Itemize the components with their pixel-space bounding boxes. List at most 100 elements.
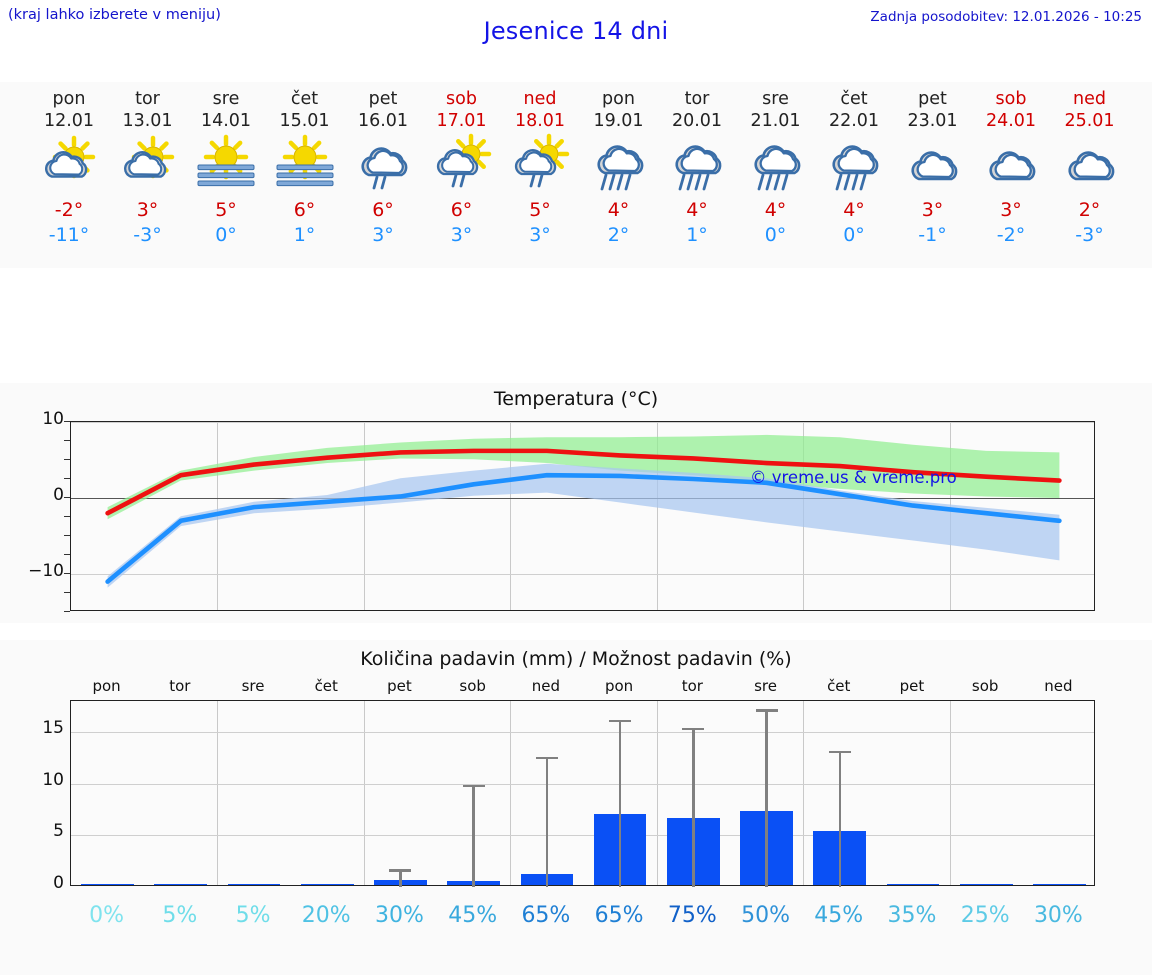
precipitation-error-bar xyxy=(618,719,622,887)
forecast-day-name: čet xyxy=(840,89,868,109)
forecast-max-temp: 4° xyxy=(607,199,630,221)
forecast-day-name: sob xyxy=(995,89,1027,109)
forecast-day-name: sob xyxy=(446,89,477,109)
chart-vertical-gridline xyxy=(510,701,512,885)
forecast-day-column[interactable]: tor 13.01 3° -3° xyxy=(109,82,187,248)
forecast-day-column[interactable]: pon 19.01 4° 2° xyxy=(580,82,658,248)
forecast-min-temp: 3° xyxy=(372,224,394,246)
forecast-day-column[interactable]: ned 18.01 5° 3° xyxy=(501,82,579,248)
forecast-day-column[interactable]: čet 22.01 4° 0° xyxy=(815,82,893,248)
forecast-max-temp: 3° xyxy=(1000,199,1022,221)
forecast-min-temp: 0° xyxy=(215,224,237,246)
last-updated: Zadnja posodobitev: 12.01.2026 - 10:25 xyxy=(870,9,1142,25)
sun-haze-icon xyxy=(266,134,344,196)
sun-behind-cloud-icon xyxy=(109,134,187,196)
precipitation-bar xyxy=(1033,883,1086,885)
precipitation-probability: 65% xyxy=(521,903,571,928)
forecast-day-name: pet xyxy=(368,89,398,109)
forecast-max-temp: 4° xyxy=(764,199,787,221)
forecast-day-column[interactable]: sre 14.01 5° 0° xyxy=(187,82,265,248)
forecast-min-temp: 0° xyxy=(843,224,865,246)
forecast-day-column[interactable]: pon 12.01 -2° -11° xyxy=(30,82,108,248)
daily-forecast-strip: pon 12.01 -2° -11° tor 13.01 3° -3° sre 14.01 5°… xyxy=(0,82,1152,268)
menu-hint: (kraj lahko izberete v meniju) xyxy=(8,7,221,23)
precipitation-day-label: čet xyxy=(827,677,851,695)
forecast-min-temp: 1° xyxy=(686,224,708,246)
cloud-icon xyxy=(894,134,972,196)
forecast-day-column[interactable]: pet 16.01 6° 3° xyxy=(344,82,422,248)
forecast-day-date: 17.01 xyxy=(436,111,487,131)
chart-vertical-gridline xyxy=(949,701,951,885)
precipitation-probability: 45% xyxy=(448,903,498,928)
forecast-day-name: sre xyxy=(762,89,789,109)
y-axis-tickmark xyxy=(64,516,70,517)
watermark: © vreme.us & vreme.pro xyxy=(750,468,957,487)
forecast-max-temp: 5° xyxy=(215,199,237,221)
precipitation-probability: 75% xyxy=(667,903,717,928)
forecast-day-date: 19.01 xyxy=(593,111,644,131)
forecast-day-date: 13.01 xyxy=(122,111,173,131)
forecast-day-column[interactable]: ned 25.01 2° -3° xyxy=(1051,82,1129,248)
precipitation-chart-title: Količina padavin (mm) / Možnost padavin … xyxy=(360,648,792,670)
forecast-day-column[interactable]: čet 15.01 6° 1° xyxy=(266,82,344,248)
chart-gridline xyxy=(71,835,1094,837)
forecast-day-column[interactable]: tor 20.01 4° 1° xyxy=(658,82,736,248)
precipitation-bar xyxy=(886,883,940,885)
cloud-icon xyxy=(1051,134,1129,196)
precipitation-probability: 65% xyxy=(594,903,644,928)
precipitation-bar xyxy=(227,883,281,885)
y-axis-tickmark xyxy=(64,440,70,441)
forecast-day-date: 18.01 xyxy=(514,111,566,131)
forecast-day-column[interactable]: sob 24.01 3° -2° xyxy=(972,82,1050,248)
precipitation-day-label: sob xyxy=(971,677,999,695)
chart-gridline xyxy=(71,783,1094,785)
precipitation-error-bar xyxy=(399,869,402,887)
y-axis-tick-label: 5 xyxy=(53,821,64,842)
forecast-min-temp: 3° xyxy=(529,224,551,246)
precipitation-error-cap xyxy=(609,719,632,723)
forecast-day-date: 15.01 xyxy=(279,111,330,131)
precipitation-error-cap xyxy=(682,727,705,731)
cloud-light-rain-icon xyxy=(344,134,422,196)
precipitation-day-label: pet xyxy=(899,677,925,695)
chart-vertical-gridline xyxy=(363,422,365,610)
forecast-max-temp: 4° xyxy=(686,199,708,221)
forecast-day-column[interactable]: pet 23.01 3° -1° xyxy=(894,82,972,248)
forecast-day-name: ned xyxy=(1073,89,1106,109)
precipitation-error-cap xyxy=(462,784,485,788)
forecast-max-temp: 5° xyxy=(529,199,551,221)
precipitation-day-label: pon xyxy=(92,677,121,695)
precipitation-day-label: tor xyxy=(681,677,703,695)
forecast-max-temp: 6° xyxy=(450,199,473,221)
forecast-min-temp: 0° xyxy=(764,224,787,246)
y-axis-tickmark xyxy=(64,478,70,479)
precipitation-probability: 20% xyxy=(301,903,351,928)
forecast-min-temp: -11° xyxy=(48,224,90,246)
y-axis-tick-label: 0 xyxy=(53,485,64,505)
precipitation-plot-area xyxy=(70,700,1095,887)
forecast-day-date: 25.01 xyxy=(1064,111,1115,131)
forecast-min-temp: 1° xyxy=(293,224,316,246)
forecast-max-temp: -2° xyxy=(54,199,84,221)
precipitation-day-label: sre xyxy=(241,677,265,695)
precipitation-bar xyxy=(300,883,354,885)
chart-vertical-gridline xyxy=(656,701,658,885)
sun-behind-cloud-icon xyxy=(30,134,108,196)
precipitation-error-cap xyxy=(828,750,851,754)
forecast-day-name: tor xyxy=(684,89,710,109)
forecast-day-date: 23.01 xyxy=(907,111,958,131)
forecast-day-date: 24.01 xyxy=(985,111,1037,131)
forecast-min-temp: -1° xyxy=(918,224,947,246)
forecast-day-name: ned xyxy=(523,89,557,109)
forecast-day-date: 12.01 xyxy=(43,111,95,131)
precipitation-error-bar xyxy=(545,756,549,887)
sun-cloud-light-rain-icon xyxy=(423,133,501,196)
forecast-min-temp: 3° xyxy=(450,224,473,246)
forecast-day-column[interactable]: sre 21.01 4° 0° xyxy=(737,82,815,248)
chart-gridline xyxy=(71,422,1094,423)
cloud-rain-icon xyxy=(815,134,893,196)
forecast-day-column[interactable]: sob 17.01 6° 3° xyxy=(423,82,501,248)
cloud-rain-icon xyxy=(658,134,736,196)
forecast-day-date: 16.01 xyxy=(357,111,409,131)
